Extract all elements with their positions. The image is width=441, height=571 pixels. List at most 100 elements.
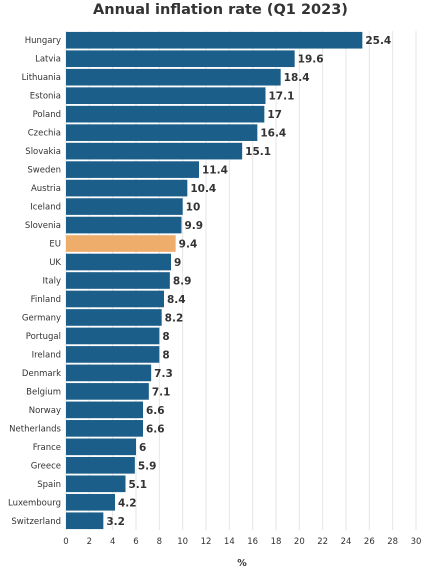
x-tick-label: 18 bbox=[271, 537, 282, 547]
category-label: Sweden bbox=[27, 166, 61, 176]
value-label: 10.4 bbox=[190, 183, 216, 195]
x-tick-label: 24 bbox=[341, 537, 352, 547]
category-label: Latvia bbox=[35, 55, 61, 65]
category-label: Czechia bbox=[28, 129, 61, 139]
category-label: Poland bbox=[33, 110, 61, 120]
bar-belgium bbox=[66, 383, 149, 400]
x-axis-title: % bbox=[237, 558, 247, 569]
x-axis-ticks: 0 2 4 6 8 10 12 14 16 18 20 22 24 26 28 30 bbox=[63, 537, 421, 547]
value-label: 9.9 bbox=[185, 220, 204, 232]
category-label: Austria bbox=[31, 184, 61, 194]
bar-greece bbox=[66, 456, 135, 474]
x-tick-label: 0 bbox=[63, 537, 68, 547]
value-label: 16.4 bbox=[260, 128, 286, 140]
value-label: 4.2 bbox=[118, 497, 137, 509]
category-label: Denmark bbox=[22, 369, 61, 379]
category-label: Italy bbox=[43, 277, 61, 287]
x-tick-label: 12 bbox=[201, 537, 212, 547]
value-label: 8 bbox=[162, 331, 169, 343]
category-label: France bbox=[33, 443, 61, 453]
bar-germany bbox=[66, 309, 162, 326]
category-label: Lithuania bbox=[22, 73, 61, 83]
bar-poland bbox=[66, 105, 265, 123]
bars bbox=[66, 31, 363, 530]
category-label: Hungary bbox=[25, 36, 61, 46]
category-label: Belgium bbox=[26, 387, 61, 397]
value-label: 11.4 bbox=[202, 165, 228, 177]
bar-ireland bbox=[66, 346, 160, 363]
value-label: 3.2 bbox=[106, 516, 125, 528]
bar-spain bbox=[66, 475, 126, 493]
value-label: 8 bbox=[162, 349, 169, 361]
bar-estonia bbox=[66, 87, 266, 105]
category-label: Finland bbox=[31, 295, 61, 305]
x-tick-label: 14 bbox=[224, 537, 235, 547]
bar-iceland bbox=[66, 198, 183, 215]
category-label: Slovakia bbox=[25, 147, 61, 157]
category-label: Ireland bbox=[32, 350, 61, 360]
value-label: 8.4 bbox=[167, 294, 186, 306]
bar-portugal bbox=[66, 327, 160, 345]
x-tick-label: 16 bbox=[247, 537, 258, 547]
value-label: 5.1 bbox=[129, 479, 148, 491]
bar-italy bbox=[66, 272, 170, 289]
bar-uk bbox=[66, 253, 171, 271]
value-label: 17 bbox=[267, 109, 282, 121]
value-label: 9.4 bbox=[179, 239, 198, 251]
bar-slovakia bbox=[66, 142, 243, 160]
value-label: 6 bbox=[139, 442, 146, 454]
category-label: Luxembourg bbox=[8, 498, 61, 508]
bar-finland bbox=[66, 290, 164, 308]
x-tick-label: 20 bbox=[294, 537, 305, 547]
bar-austria bbox=[66, 179, 188, 197]
value-label: 7.1 bbox=[152, 386, 171, 398]
category-label: Greece bbox=[31, 461, 61, 471]
value-label: 17.1 bbox=[269, 91, 295, 103]
value-label: 5.9 bbox=[138, 460, 157, 472]
category-label: Portugal bbox=[26, 332, 61, 342]
x-tick-label: 8 bbox=[157, 537, 162, 547]
value-label: 25.4 bbox=[365, 35, 391, 47]
bar-norway bbox=[66, 401, 143, 419]
x-tick-label: 2 bbox=[87, 537, 92, 547]
value-label: 6.6 bbox=[146, 405, 165, 417]
bar-eu bbox=[66, 235, 176, 252]
bar-lithuania bbox=[66, 68, 281, 86]
category-label: UK bbox=[49, 258, 61, 268]
category-label: Slovenia bbox=[25, 221, 61, 231]
bar-france bbox=[66, 438, 136, 456]
value-label: 6.6 bbox=[146, 423, 165, 435]
value-label: 15.1 bbox=[245, 146, 271, 158]
x-tick-label: 30 bbox=[411, 537, 422, 547]
category-label: Switzerland bbox=[11, 517, 61, 527]
bar-switzerland bbox=[66, 512, 104, 530]
category-label: Germany bbox=[22, 313, 61, 323]
bar-czechia bbox=[66, 124, 258, 141]
category-label: EU bbox=[49, 240, 61, 250]
category-label: Estonia bbox=[30, 92, 61, 102]
category-label: Iceland bbox=[30, 203, 61, 213]
x-tick-label: 22 bbox=[317, 537, 328, 547]
x-tick-label: 28 bbox=[387, 537, 398, 547]
value-label: 8.2 bbox=[165, 312, 184, 324]
category-labels: Hungary Latvia Lithuania Estonia Poland Czech… bbox=[8, 36, 62, 527]
bar-netherlands bbox=[66, 420, 143, 437]
value-label: 19.6 bbox=[298, 54, 324, 66]
value-labels: 25.4 19.6 18.4 17.1 17 16.4 15.1 11.4 10.4 10 9.9 9… bbox=[106, 35, 391, 528]
x-tick-label: 6 bbox=[133, 537, 138, 547]
category-label: Netherlands bbox=[9, 424, 61, 434]
value-label: 10 bbox=[186, 202, 201, 214]
bar-latvia bbox=[66, 50, 295, 68]
x-tick-label: 10 bbox=[177, 537, 188, 547]
value-label: 9 bbox=[174, 257, 181, 269]
category-label: Norway bbox=[29, 406, 61, 416]
value-label: 8.9 bbox=[173, 276, 192, 288]
bar-denmark bbox=[66, 364, 152, 382]
value-label: 18.4 bbox=[284, 72, 310, 84]
bar-luxembourg bbox=[66, 493, 115, 511]
bar-sweden bbox=[66, 161, 199, 178]
bar-slovenia bbox=[66, 216, 182, 234]
value-label: 7.3 bbox=[154, 368, 173, 380]
bar-hungary bbox=[66, 31, 363, 49]
